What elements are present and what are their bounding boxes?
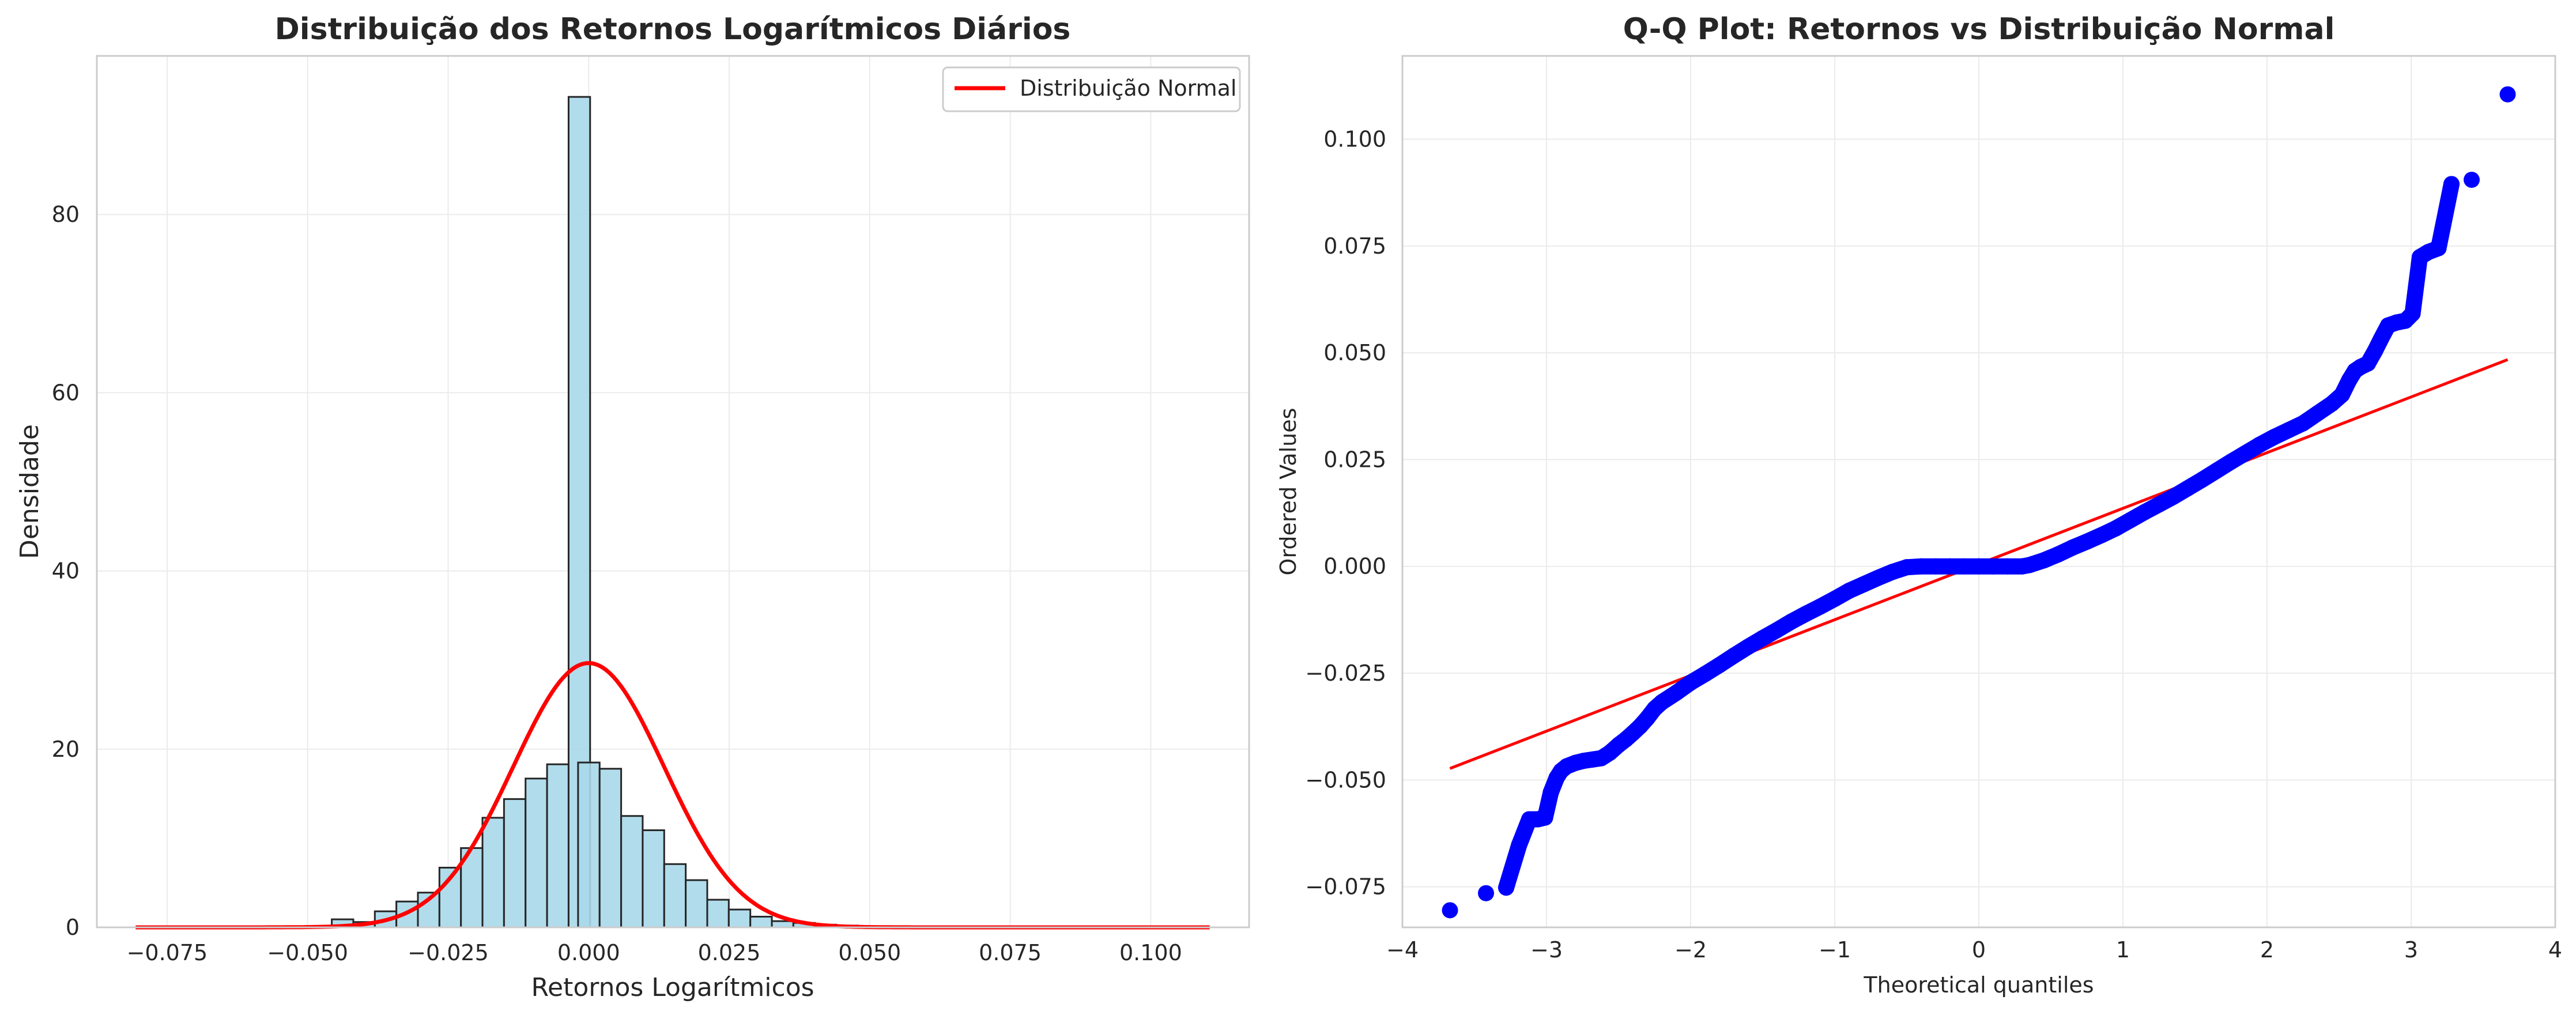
qq-x-tick-label: 4 [2548,937,2562,963]
histogram-x-tick-label: −0.075 [127,940,208,965]
histogram-y-tick-label: 40 [52,558,80,584]
histogram-x-tick-label: −0.050 [267,940,348,965]
histogram-bar [663,863,687,929]
histogram-y-tick-label: 80 [52,202,80,227]
histogram-x-tick-label: 0.000 [557,940,620,965]
qq-y-tick-label: 0.025 [1323,447,1386,472]
histogram-bar [503,798,527,929]
qq-point [2499,86,2516,103]
qq-y-tick-label: −0.025 [1305,661,1386,686]
histogram-legend: Distribuição Normal [942,66,1241,112]
histogram-bar [481,817,505,929]
histogram-axes-frame [96,55,1250,929]
qq-y-tick-label: 0.050 [1323,340,1386,365]
histogram-bar [598,768,623,929]
qq-plot-panel: −4 −3 −2 −1 0 1 2 3 4 −0.075 −0.050 −0.025 0.000 0.0… [1276,12,2562,998]
histogram-bar [525,778,548,929]
qq-title: Q-Q Plot: Retornos vs Distribuição Norma… [1623,12,2335,47]
histogram-bar [727,908,752,929]
qq-point [2464,171,2480,188]
legend-box [942,66,1241,112]
histogram-panel: −0.075 −0.050 −0.025 0.000 0.025 0.050 0.075 0.… [15,12,1250,1002]
qq-point-band [2430,176,2460,256]
histogram-bar [642,829,665,929]
histogram-title: Distribuição dos Retornos Logarítmicos D… [275,12,1071,47]
qq-x-tick-label: −4 [1386,937,1419,963]
histogram-bar [546,763,569,929]
histogram-bar [685,879,708,929]
histogram-x-tick-labels: −0.075 −0.050 −0.025 0.000 0.025 0.050 0.075 0.… [127,940,1182,965]
histogram-y-tick-labels: 0 20 40 60 80 [52,202,80,940]
histogram-bar [620,815,644,929]
qq-x-tick-label: 0 [1972,937,1986,963]
qq-x-tick-label: 3 [2404,937,2418,963]
qq-y-tick-label: 0.000 [1323,554,1386,579]
qq-y-tick-label: −0.050 [1305,767,1386,792]
qq-x-tick-label: −3 [1530,937,1563,963]
qq-point [1442,902,1458,919]
histogram-x-tick-label: 0.025 [698,940,761,965]
qq-axes-frame [1401,55,2556,929]
histogram-bar [706,899,730,929]
histogram-bar [749,915,773,929]
qq-x-axis-label: Theoretical quantiles [1863,972,2094,998]
histogram-x-tick-label: 0.075 [979,940,1042,965]
histogram-y-tick-label: 60 [52,380,80,405]
histogram-x-tick-label: −0.025 [408,940,489,965]
qq-x-tick-label: −2 [1674,937,1707,963]
qq-y-tick-label: 0.100 [1323,127,1386,152]
qq-y-tick-label: −0.075 [1305,874,1386,900]
qq-x-tick-label: 2 [2260,937,2274,963]
qq-x-tick-label: −1 [1819,937,1851,963]
legend-label-normal: Distribuição Normal [1020,76,1236,101]
histogram-y-tick-label: 20 [52,737,80,762]
qq-y-axis-label: Ordered Values [1276,408,1301,576]
histogram-bars [331,96,859,929]
histogram-y-tick-label: 0 [66,915,80,940]
histogram-bar [577,761,601,929]
histogram-x-tick-label: 0.050 [838,940,901,965]
qq-y-tick-labels: −0.075 −0.050 −0.025 0.000 0.025 0.050 0.075 0.… [1305,127,1386,900]
qq-x-tick-labels: −4 −3 −2 −1 0 1 2 3 4 [1386,937,2562,963]
qq-point [1478,885,1494,901]
qq-points [1442,86,2516,919]
qq-point-band [2404,249,2428,322]
qq-x-tick-label: 1 [2116,937,2130,963]
histogram-bar [771,920,794,929]
qq-y-tick-label: 0.075 [1323,233,1386,259]
histogram-x-axis-label: Retornos Logarítmicos [531,973,814,1002]
histogram-y-axis-label: Densidade [15,424,44,559]
histogram-x-tick-label: 0.100 [1119,940,1182,965]
